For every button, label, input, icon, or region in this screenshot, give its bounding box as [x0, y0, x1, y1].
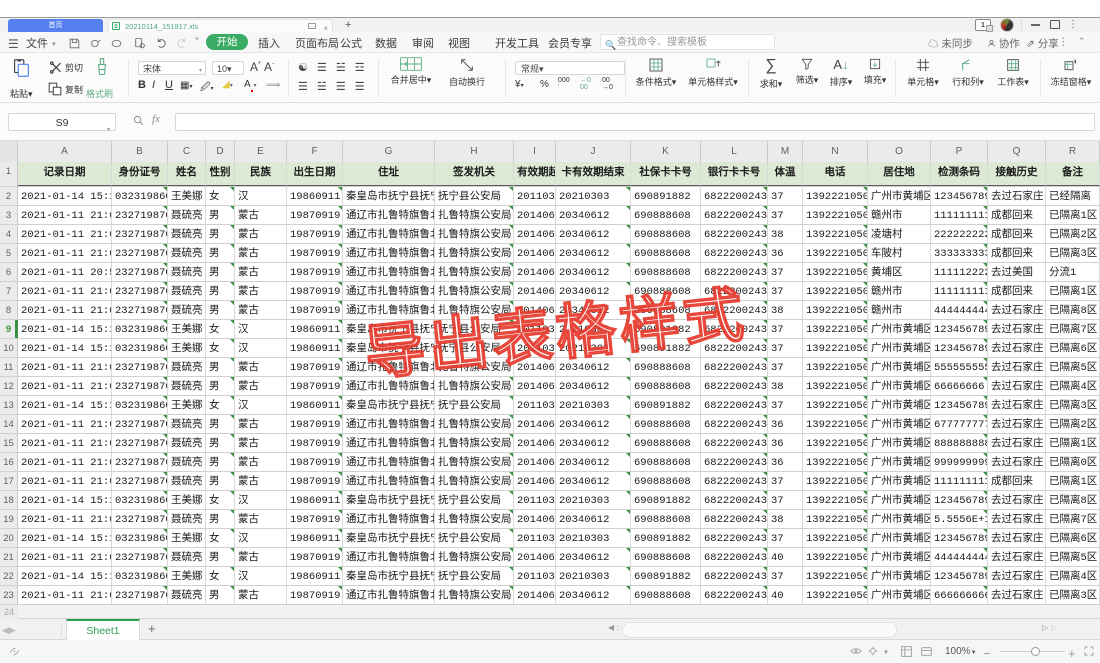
svg-text:◀▶: ◀▶	[2, 624, 16, 634]
